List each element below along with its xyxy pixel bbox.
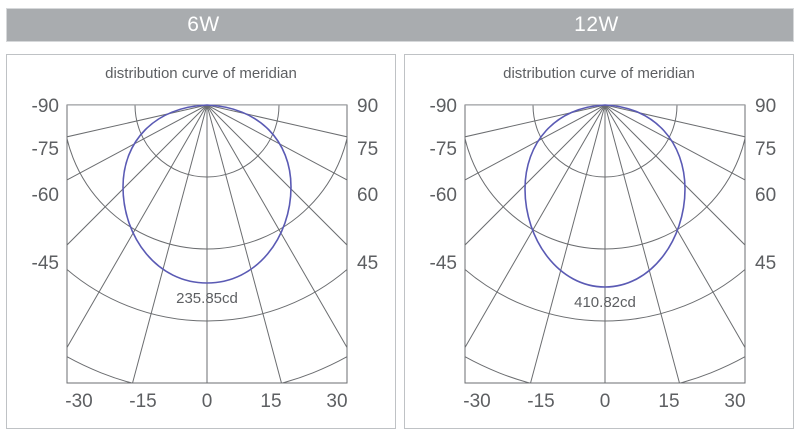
left-tick-75: -75	[430, 139, 457, 160]
header-cell-6w: 6W	[7, 9, 400, 41]
12w-panel: distribution curve of meridian	[404, 54, 794, 429]
polar-chart-svg-6w: 235.85cd -90 -75 -60 -45 90 75 60 45 -30…	[32, 96, 379, 412]
panel-title-6w: distribution curve of meridian	[105, 65, 297, 82]
cd-value-label-12w: 410.82cd	[574, 294, 636, 311]
x-tick-neg30: -30	[463, 391, 490, 412]
intensity-curve	[122, 104, 292, 284]
right-tick-45: 45	[357, 253, 378, 274]
left-tick-75: -75	[32, 139, 59, 160]
right-tick-60: 60	[755, 185, 776, 206]
left-tick-90: -90	[430, 96, 457, 117]
right-tick-60: 60	[357, 185, 378, 206]
x-tick-0: 0	[600, 391, 611, 412]
cd-value-label-6w: 235.85cd	[176, 290, 238, 307]
chart-panels: distribution curve of meridian	[6, 54, 794, 429]
polar-chart-svg-12w: 410.82cd -90 -75 -60 -45 90 75 60 45 -30…	[430, 96, 777, 412]
left-tick-45: -45	[32, 253, 59, 274]
polar-chart-12w: 410.82cd -90 -75 -60 -45 90 75 60 45 -30…	[405, 55, 793, 428]
right-tick-75: 75	[755, 139, 776, 160]
polar-chart-6w: 235.85cd -90 -75 -60 -45 90 75 60 45 -30…	[7, 55, 395, 428]
x-tick-15: 15	[260, 391, 281, 412]
left-tick-45: -45	[430, 253, 457, 274]
x-tick-neg30: -30	[65, 391, 92, 412]
x-tick-15: 15	[658, 391, 679, 412]
6w-panel: distribution curve of meridian	[6, 54, 396, 429]
x-tick-neg15: -15	[129, 391, 156, 412]
x-tick-0: 0	[202, 391, 213, 412]
right-tick-90: 90	[755, 96, 776, 117]
x-tick-30: 30	[724, 391, 745, 412]
header-label-6w: 6W	[187, 13, 220, 36]
left-tick-60: -60	[32, 185, 59, 206]
right-tick-75: 75	[357, 139, 378, 160]
panel-title-12w: distribution curve of meridian	[503, 65, 695, 82]
right-tick-90: 90	[357, 96, 378, 117]
intensity-curve	[524, 104, 686, 288]
left-tick-60: -60	[430, 185, 457, 206]
right-tick-45: 45	[755, 253, 776, 274]
header-cell-12w: 12W	[400, 9, 793, 41]
x-tick-neg15: -15	[527, 391, 554, 412]
header-label-12w: 12W	[574, 13, 619, 36]
power-header-bar: 6W 12W	[6, 8, 794, 42]
polar-grid	[67, 105, 347, 383]
x-tick-30: 30	[326, 391, 347, 412]
left-tick-90: -90	[32, 96, 59, 117]
